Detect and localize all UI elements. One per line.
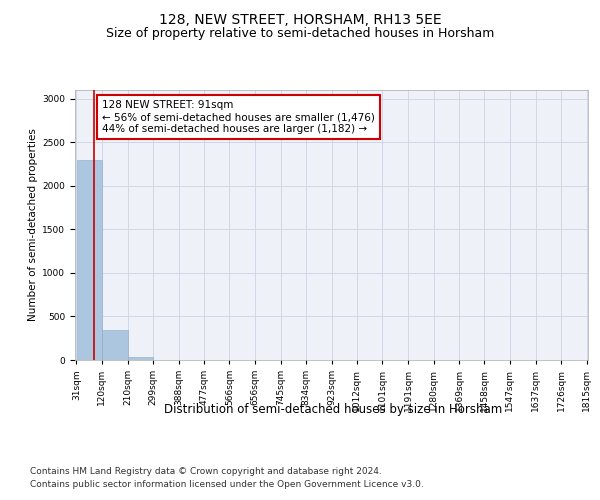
Bar <box>102 330 128 360</box>
Text: Contains HM Land Registry data © Crown copyright and database right 2024.: Contains HM Land Registry data © Crown c… <box>30 468 382 476</box>
Text: Size of property relative to semi-detached houses in Horsham: Size of property relative to semi-detach… <box>106 28 494 40</box>
Bar <box>128 358 153 360</box>
Text: Distribution of semi-detached houses by size in Horsham: Distribution of semi-detached houses by … <box>164 402 502 415</box>
Y-axis label: Number of semi-detached properties: Number of semi-detached properties <box>28 128 38 322</box>
Text: Contains public sector information licensed under the Open Government Licence v3: Contains public sector information licen… <box>30 480 424 489</box>
Text: 128 NEW STREET: 91sqm
← 56% of semi-detached houses are smaller (1,476)
44% of s: 128 NEW STREET: 91sqm ← 56% of semi-deta… <box>102 100 375 134</box>
Text: 128, NEW STREET, HORSHAM, RH13 5EE: 128, NEW STREET, HORSHAM, RH13 5EE <box>158 12 442 26</box>
Bar <box>77 160 102 360</box>
